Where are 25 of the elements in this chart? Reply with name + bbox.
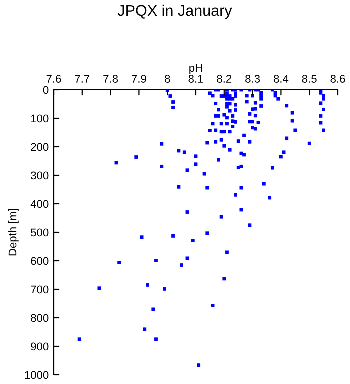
y-tick-label: 200 (31, 143, 49, 152)
y-tick-label: 100 (31, 114, 49, 123)
chart-title: JPQX in January (118, 4, 232, 20)
y-tick-label: 1000 (25, 371, 49, 380)
y-tick-label: 700 (31, 286, 49, 294)
x-tick-label: 8 (164, 75, 170, 83)
x-tick-label: 8.4 (274, 75, 289, 83)
x-tick-label: 8.1 (188, 75, 204, 83)
x-tick-label: 7.6 (46, 75, 62, 83)
x-tick-label: 8.6 (330, 75, 346, 83)
x-tick-label: 8.3 (246, 75, 260, 83)
y-axis-title: Depth [m] (8, 209, 19, 256)
y-tick-label: 800 (31, 314, 49, 322)
y-tick-label: 600 (31, 257, 49, 266)
x-tick-label: 7.9 (132, 75, 146, 83)
x-tick-label: 7.7 (75, 75, 90, 83)
x-tick-label: 8.2 (217, 75, 232, 83)
x-axis-title: pH (190, 64, 202, 74)
x-tick-label: 7.8 (104, 75, 118, 83)
y-tick-label: 500 (31, 228, 49, 237)
y-tick-label: 0 (43, 86, 49, 94)
x-tick-label: 8.5 (302, 75, 317, 83)
y-tick-label: 900 (31, 342, 49, 351)
y-tick-label: 300 (31, 172, 49, 180)
y-tick-label: 400 (30, 200, 49, 208)
